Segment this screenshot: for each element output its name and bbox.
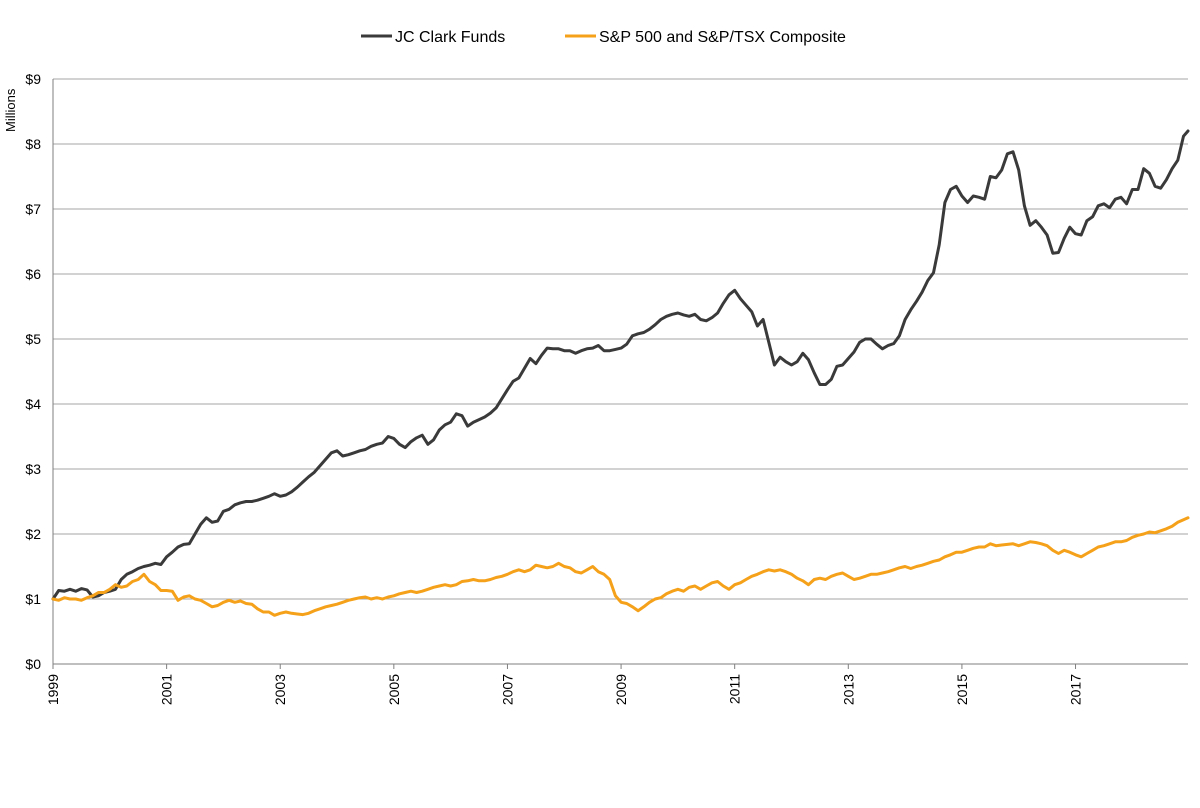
x-tick-label: 2011 — [727, 674, 743, 704]
x-tick-label: 2007 — [499, 674, 515, 705]
y-tick-label: $3 — [25, 461, 41, 477]
legend: JC Clark Funds S&P 500 and S&P/TSX Compos… — [361, 29, 846, 46]
legend-label-2: S&P 500 and S&P/TSX Composite — [599, 29, 846, 46]
y-axis-title: Millions — [3, 88, 18, 132]
y-tick-label: $9 — [25, 71, 41, 87]
grid-lines — [53, 78, 1188, 600]
y-tick-label: $1 — [25, 591, 41, 607]
x-axis-ticks: 1999 2001 2003 2005 2007 2009 2011 2013 2015 2017 — [45, 664, 1084, 705]
x-tick-label: 1999 — [45, 674, 61, 705]
y-tick-label: $6 — [25, 266, 41, 282]
legend-label-1: JC Clark Funds — [395, 29, 505, 46]
series-line-2 — [51, 516, 1190, 617]
y-tick-label: $2 — [25, 526, 41, 542]
y-tick-label: $0 — [25, 656, 41, 672]
y-tick-label: $8 — [25, 136, 41, 152]
x-tick-label: 2001 — [159, 674, 175, 705]
y-axis-ticks: $0 $1 $2 $3 $4 $5 $6 $7 $8 $9 — [25, 71, 41, 672]
series-lines — [51, 129, 1190, 617]
series-line-1 — [51, 129, 1190, 601]
x-tick-label: 2015 — [954, 674, 970, 705]
y-tick-label: $4 — [25, 396, 41, 412]
x-tick-label: 2013 — [840, 674, 856, 705]
y-tick-label: $7 — [25, 201, 41, 217]
x-tick-label: 2005 — [386, 674, 402, 705]
x-tick-label: 2009 — [613, 674, 629, 705]
y-tick-label: $5 — [25, 331, 41, 347]
x-tick-label: 2003 — [272, 674, 288, 705]
axes — [52, 79, 1188, 665]
x-tick-label: 2017 — [1068, 674, 1084, 705]
